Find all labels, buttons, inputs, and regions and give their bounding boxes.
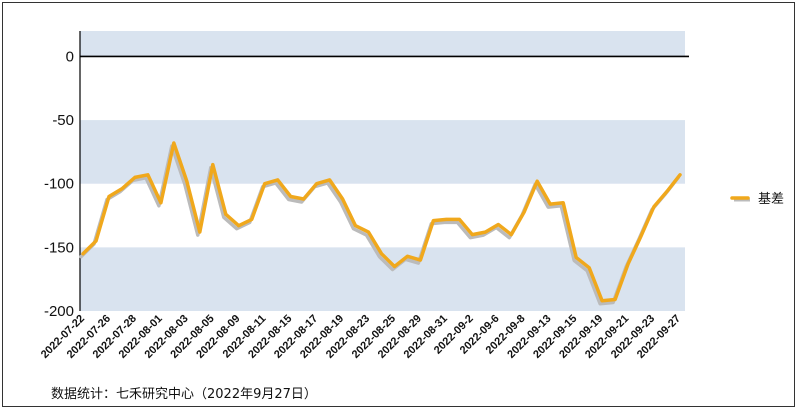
y-tick-label: -200 <box>44 303 74 320</box>
y-tick-label: -100 <box>44 176 74 193</box>
series-line-basis <box>81 141 682 303</box>
grid-band <box>80 31 685 57</box>
series-shadow <box>79 144 680 306</box>
chart-frame: 0 -50 -100 -150 -200 2022-07-22 2022-07-26 202… <box>2 2 795 407</box>
y-tick-label: -50 <box>52 112 74 129</box>
axes <box>79 31 689 311</box>
legend: 基差 <box>730 192 784 207</box>
y-tick-label: -150 <box>44 239 74 256</box>
y-axis-ticks: 0 -50 -100 -150 -200 <box>44 48 74 320</box>
source-note: 数据统计：七禾研究中心（2022年9月27日） <box>51 387 317 402</box>
series-layer <box>79 141 682 306</box>
legend-label: 基差 <box>758 192 784 207</box>
y-tick-label: 0 <box>66 48 74 65</box>
line-chart: 0 -50 -100 -150 -200 2022-07-222022-07-26202… <box>39 31 784 361</box>
x-axis-ticks: 2022-07-222022-07-262022-07-282022-08-01… <box>39 313 683 361</box>
background-bands <box>80 31 685 311</box>
